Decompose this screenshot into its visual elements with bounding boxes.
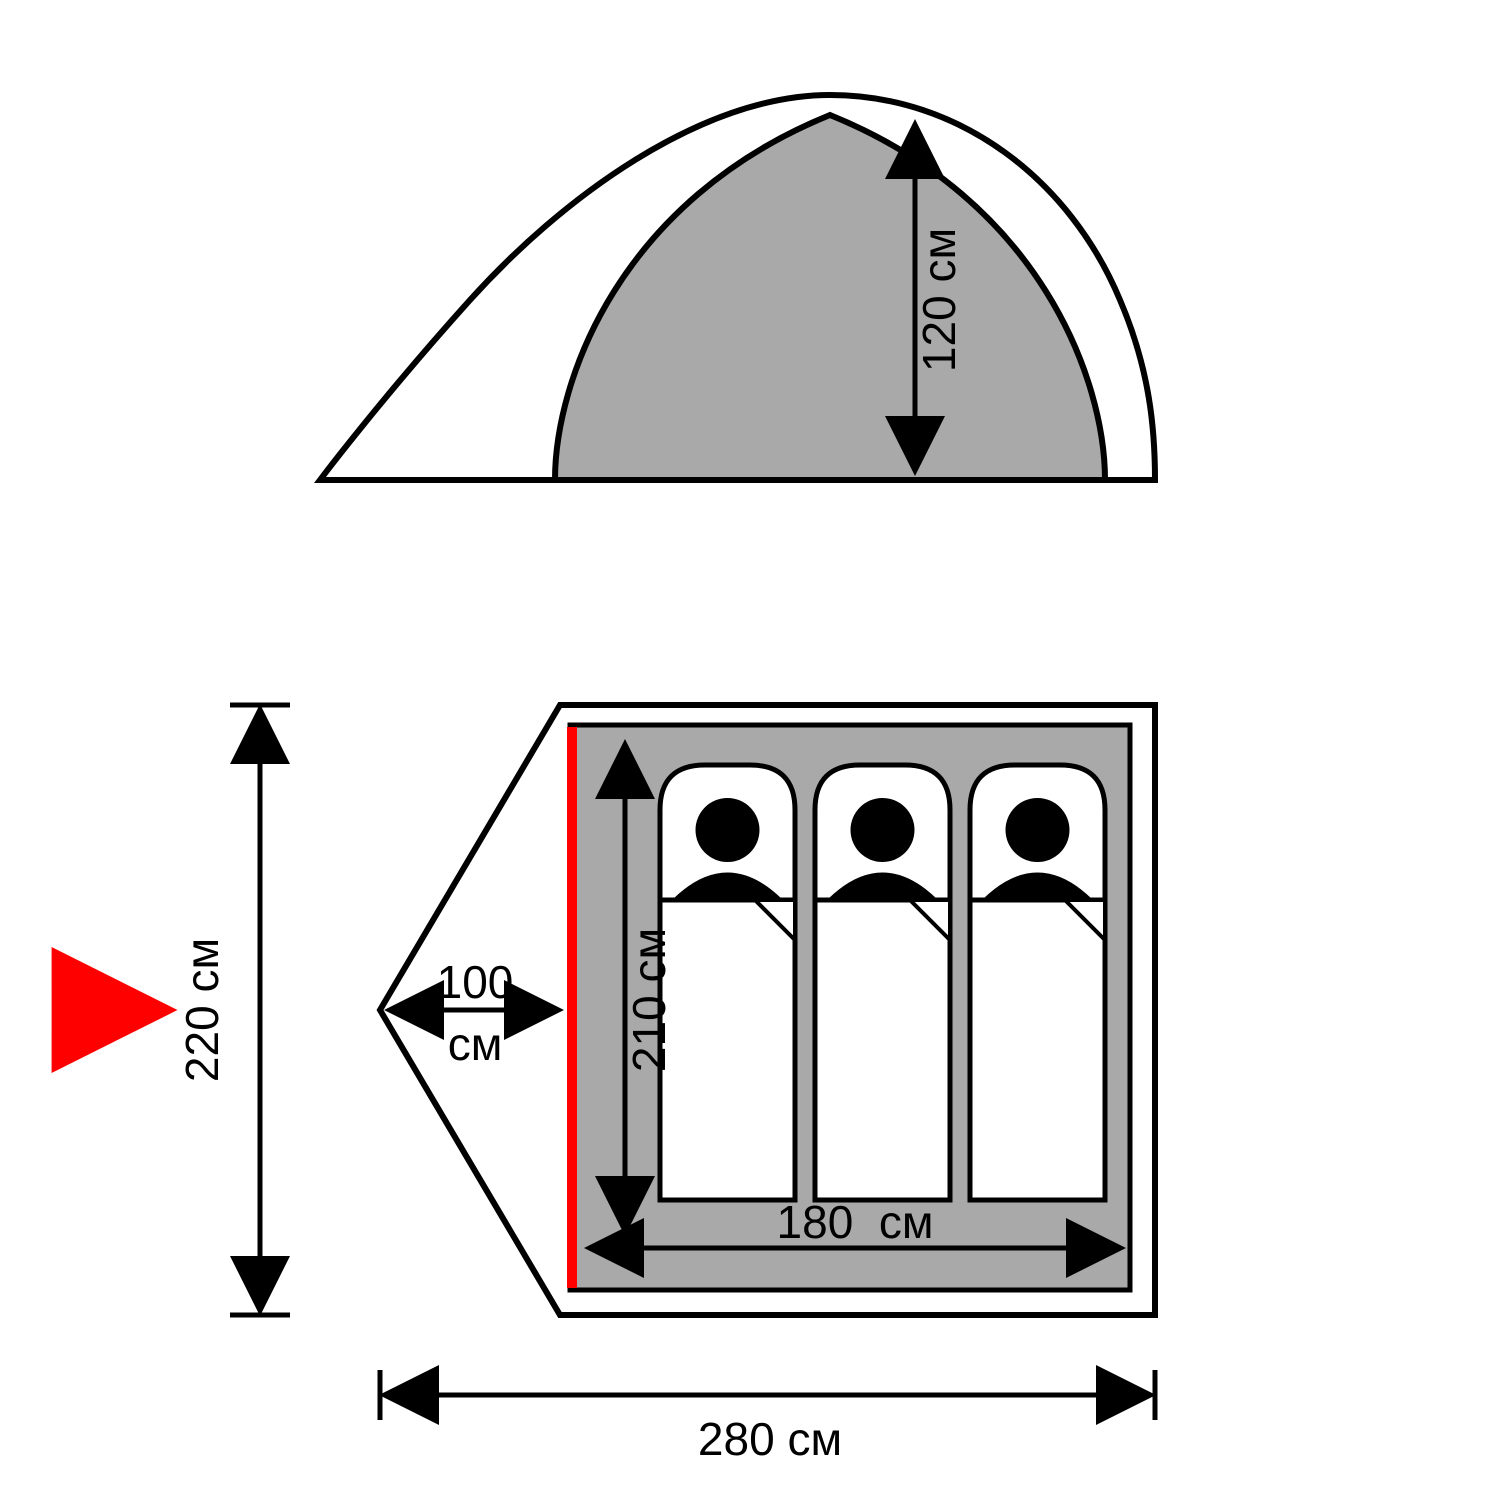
dim-inner-length-label: 180 см bbox=[777, 1196, 934, 1248]
dim-vestibule-unit: см bbox=[448, 1018, 503, 1070]
dim-outer-length-label: 280 см bbox=[698, 1413, 842, 1465]
side-view: 120 см bbox=[320, 95, 1155, 480]
dim-outer-width-label: 220 см bbox=[176, 938, 228, 1082]
tent-diagram: 120 см 210 см 180 см 100 см 220 см bbox=[0, 0, 1500, 1500]
person-head-icon bbox=[696, 798, 760, 862]
plan-view: 210 см 180 см 100 см 220 см 280 см bbox=[60, 705, 1155, 1465]
sleeping-bags bbox=[660, 765, 1105, 1200]
person-head-icon bbox=[851, 798, 915, 862]
dim-height-label: 120 см bbox=[913, 228, 965, 372]
dim-vestibule-value: 100 bbox=[437, 956, 514, 1008]
person-head-icon bbox=[1006, 798, 1070, 862]
dim-inner-width-label: 210 см bbox=[623, 928, 675, 1072]
